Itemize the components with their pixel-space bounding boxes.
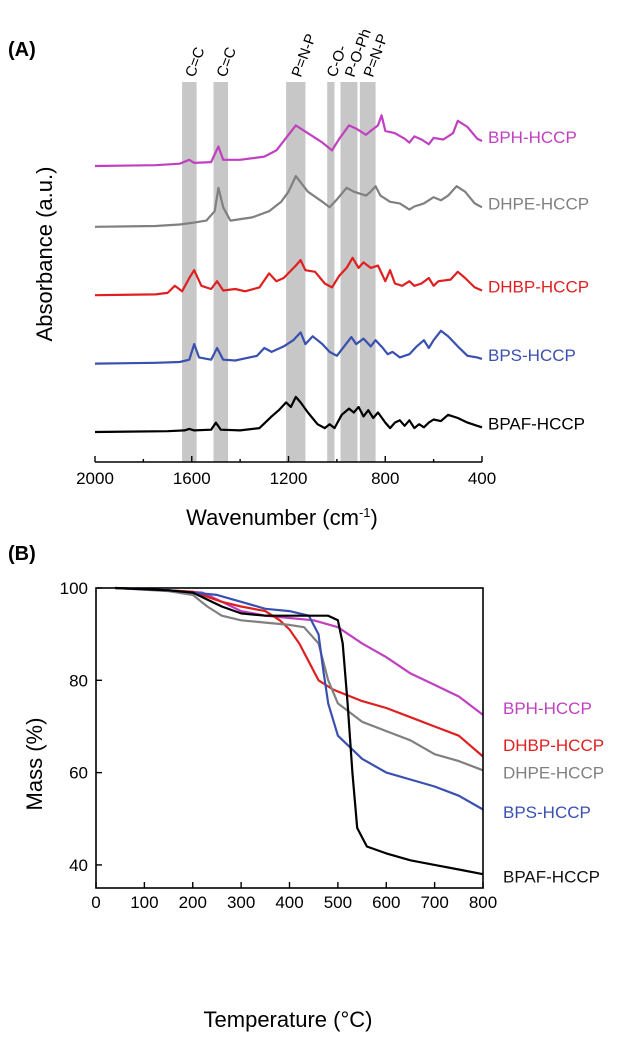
x-tick-label: 600 <box>372 893 400 912</box>
series-label: DHPE-HCCP <box>503 764 604 783</box>
panel-a-y-axis-title: Absorbance (a.u.) <box>32 167 57 342</box>
ftir-trace-dhbp-hccp <box>94 256 483 297</box>
band-highlight <box>359 82 376 462</box>
band-highlights <box>182 82 376 462</box>
ftir-traces: BPH-HCCP DHPE-HCCP DHBP-HCCP BPS-HCCP BPAF-H… <box>94 114 589 434</box>
panel-b-y-axis-title: Mass (%) <box>22 718 47 811</box>
tga-traces: BPH-HCCP DHBP-HCCP DHPE-HCCP BPS-HCCP BPAF-H… <box>115 586 604 886</box>
panel-a-ftir-chart: (A) C=C C=C P=N-P C-O-P-O-PhP=N-P BPH-HCCPD… <box>8 27 589 530</box>
x-tick-label: 1600 <box>173 469 211 488</box>
panel-a-label: (A) <box>8 39 36 61</box>
x-tick-label: 2000 <box>76 469 114 488</box>
tga-trace-bph-hccp <box>115 586 484 716</box>
series-label: BPS-HCCP <box>488 346 576 365</box>
panel-b-tga-chart: (B) BPH-HCCPDHBP-HCCPDHPE-HCCPBPS-HCCPBP… <box>8 543 604 1032</box>
band-highlight <box>213 82 229 462</box>
series-label: BPS-HCCP <box>503 803 591 822</box>
panel-b-x-axis-title: Temperature (°C) <box>204 1007 373 1032</box>
x-tick-label: 100 <box>130 893 158 912</box>
ftir-trace-dhpe-hccp <box>94 175 483 228</box>
series-label: DHBP-HCCP <box>503 736 604 755</box>
series-label: BPAF-HCCP <box>503 867 600 886</box>
ftir-trace-bpaf-hccp <box>94 395 483 434</box>
panel-b-label: (B) <box>8 543 36 565</box>
ftir-trace-bph-hccp <box>94 114 483 168</box>
series-label: BPH-HCCP <box>488 128 577 147</box>
y-tick-label: 60 <box>69 764 88 783</box>
y-tick-label: 100 <box>60 579 88 598</box>
x-tick-label: 400 <box>275 893 303 912</box>
x-tick-label: 200 <box>179 893 207 912</box>
y-tick-label: 40 <box>69 856 88 875</box>
x-tick-label: 500 <box>324 893 352 912</box>
tga-trace-bpaf-hccp <box>115 586 484 876</box>
series-label: DHBP-HCCP <box>488 278 589 297</box>
x-tick-label: 0 <box>91 893 100 912</box>
band-highlight <box>327 82 335 462</box>
band-labels: C=C C=C P=N-P C-O-P-O-PhP=N-P <box>182 27 392 80</box>
x-tick-label: 300 <box>227 893 255 912</box>
panel-b-axes: 0 100 200 300 400 500 600 700 800 40 60 80 100 <box>60 579 498 912</box>
x-tick-label: 800 <box>469 893 497 912</box>
x-tick-label: 1200 <box>270 469 308 488</box>
tga-trace-dhbp-hccp <box>115 586 484 758</box>
band-label: C=C <box>214 45 240 80</box>
panel-a-axes: 2000 1600 1200 800 400 <box>76 456 496 488</box>
ftir-trace-bps-hccp <box>94 329 483 365</box>
tga-trace-dhpe-hccp <box>115 586 484 772</box>
band-label: C=C <box>182 45 208 80</box>
plot-frame <box>95 587 484 889</box>
band-label: P=N-P <box>289 32 320 80</box>
x-tick-label: 800 <box>371 469 399 488</box>
band-highlight <box>286 82 306 462</box>
x-tick-label: 700 <box>420 893 448 912</box>
band-highlight <box>182 82 197 462</box>
series-label: DHPE-HCCP <box>488 194 589 213</box>
series-label: BPAF-HCCP <box>488 414 585 433</box>
tga-trace-bps-hccp <box>115 586 484 811</box>
y-tick-label: 80 <box>69 671 88 690</box>
band-highlight <box>340 82 358 462</box>
series-label: BPH-HCCP <box>503 699 592 718</box>
x-tick-label: 400 <box>468 469 496 488</box>
panel-a-x-axis-title: Wavenumber (cm-1) <box>186 505 378 530</box>
